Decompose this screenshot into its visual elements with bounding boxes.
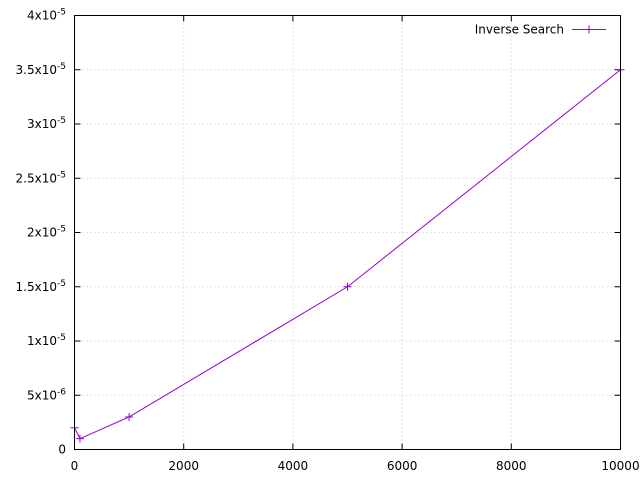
x-tick-label: 10000	[601, 459, 639, 473]
legend-label: Inverse Search	[475, 23, 564, 37]
x-tick-label: 2000	[168, 459, 199, 473]
y-tick-label: 4x10-5	[27, 8, 66, 23]
data-point-marker	[75, 434, 84, 443]
y-tick-label: 1.5x10-5	[16, 279, 66, 294]
y-tick-label: 2.5x10-5	[16, 170, 66, 185]
x-tick-label: 6000	[387, 459, 418, 473]
y-tick-label: 3.5x10-5	[16, 62, 66, 77]
series-layer	[70, 65, 625, 443]
x-tick-label: 4000	[278, 459, 309, 473]
y-tick-label: 1x10-5	[27, 333, 66, 348]
plot-border	[74, 15, 621, 450]
x-tick-label: 0	[71, 459, 79, 473]
legend: Inverse Search	[475, 23, 606, 37]
grid-lines	[74, 15, 621, 450]
y-tick-label: 5x10-6	[27, 387, 66, 402]
tick-labels: 0 2000 4000 6000 8000 10000 0 5x10-6 1x10-5 1.5x1…	[16, 8, 640, 474]
y-tick-label: 2x10-5	[27, 225, 66, 240]
legend-marker-plus-icon	[585, 25, 593, 34]
y-tick-label: 0	[58, 443, 66, 457]
x-tick-label: 8000	[496, 459, 527, 473]
data-point-marker	[125, 412, 134, 421]
data-point-marker	[343, 282, 352, 291]
series-line	[74, 69, 621, 440]
y-tick-label: 3x10-5	[27, 116, 66, 131]
